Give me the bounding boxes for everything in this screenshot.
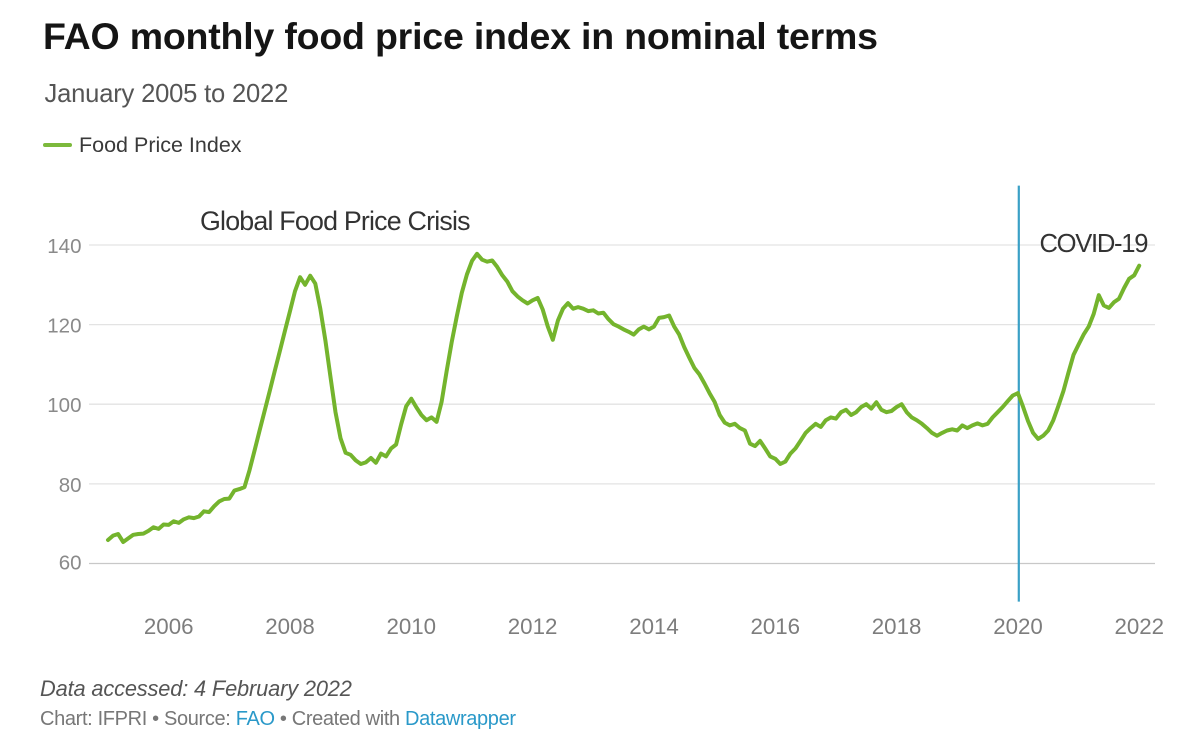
svg-text:2014: 2014 [629, 614, 679, 639]
svg-text:2022: 2022 [1114, 614, 1164, 639]
svg-text:COVID-19: COVID-19 [1040, 230, 1149, 258]
svg-text:2016: 2016 [750, 614, 800, 639]
svg-text:100: 100 [47, 394, 81, 417]
svg-text:2012: 2012 [508, 614, 558, 639]
svg-text:2006: 2006 [144, 614, 194, 639]
svg-text:2008: 2008 [265, 614, 315, 639]
svg-text:Global Food Price Crisis: Global Food Price Crisis [200, 206, 470, 236]
svg-text:2020: 2020 [993, 614, 1043, 639]
svg-text:2010: 2010 [386, 614, 436, 639]
svg-text:60: 60 [59, 551, 82, 574]
svg-text:80: 80 [59, 474, 82, 497]
svg-text:120: 120 [47, 315, 81, 338]
svg-text:140: 140 [47, 235, 81, 258]
svg-text:2018: 2018 [872, 614, 922, 639]
